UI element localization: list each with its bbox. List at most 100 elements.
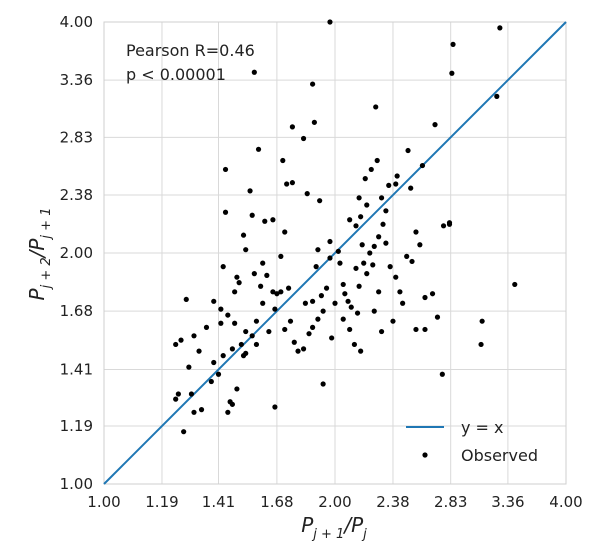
data-point <box>393 181 399 187</box>
data-point <box>417 242 423 248</box>
data-point <box>225 409 231 415</box>
data-point <box>387 264 393 270</box>
data-point <box>191 409 197 415</box>
data-point <box>289 180 295 186</box>
data-point <box>270 217 276 223</box>
plot-frame <box>103 21 567 485</box>
x-axis-label-sub1: j + 1 <box>311 527 344 542</box>
data-point <box>373 104 379 110</box>
x-axis-label: Pj + 1/Pj <box>301 513 367 542</box>
data-point <box>211 359 217 366</box>
y-tick-labels: 1.00 1.19 1.41 1.68 2.00 2.38 2.83 3.36 4.00 <box>60 13 93 493</box>
data-point <box>280 157 286 164</box>
data-point <box>348 304 354 310</box>
y-tick-label: 1.19 <box>60 417 93 435</box>
data-point <box>306 331 312 337</box>
data-point <box>173 341 179 348</box>
data-point <box>335 248 341 254</box>
data-point <box>251 271 257 277</box>
scatter-points <box>173 19 518 435</box>
data-point <box>249 212 255 218</box>
x-tick-label: 2.38 <box>376 493 409 511</box>
data-point <box>215 371 222 377</box>
data-point <box>353 223 359 229</box>
data-point <box>186 364 192 370</box>
data-point <box>354 310 361 316</box>
data-point <box>422 294 428 301</box>
data-point <box>405 147 411 154</box>
data-point <box>274 291 280 297</box>
data-point <box>393 274 399 280</box>
data-point <box>383 208 389 214</box>
x-tick-label: 1.41 <box>202 493 235 511</box>
data-point <box>370 262 376 268</box>
data-point <box>278 253 284 259</box>
legend-entry-reference: y = x <box>461 418 504 437</box>
data-point <box>249 333 255 339</box>
data-point <box>262 218 268 224</box>
data-point <box>289 124 295 130</box>
data-point <box>429 291 436 297</box>
data-point <box>243 328 249 335</box>
data-point <box>380 221 386 227</box>
data-point <box>222 209 229 215</box>
data-point <box>422 326 428 333</box>
data-point <box>218 320 224 326</box>
data-point <box>178 337 184 343</box>
data-point <box>358 348 364 354</box>
data-point <box>371 243 377 250</box>
data-point <box>260 260 266 266</box>
data-point <box>270 289 276 295</box>
reference-line-group <box>103 21 567 485</box>
data-point <box>291 339 297 345</box>
data-point <box>284 181 290 187</box>
plot-border <box>103 21 567 485</box>
data-point <box>225 312 231 318</box>
data-point <box>376 289 382 295</box>
data-point <box>266 328 272 335</box>
legend: y = x Observed <box>406 418 538 465</box>
data-point <box>264 272 270 278</box>
x-tick-label: 2.83 <box>434 493 467 511</box>
y-axis-label-main: P <box>25 287 49 300</box>
data-point <box>191 333 197 339</box>
y-tick-label: 1.68 <box>60 302 93 320</box>
data-point <box>512 281 518 288</box>
data-point <box>329 335 335 341</box>
data-point <box>446 221 453 227</box>
data-point <box>253 318 260 324</box>
data-point <box>353 265 359 271</box>
data-point <box>247 188 253 194</box>
y-axis-label-mid: /P <box>25 238 49 260</box>
data-point <box>188 391 195 397</box>
x-tick-label: 1.68 <box>260 493 293 511</box>
data-point <box>236 280 242 286</box>
data-point <box>198 407 205 413</box>
data-point <box>397 289 403 295</box>
data-point <box>234 274 240 280</box>
data-point <box>413 229 419 235</box>
data-point <box>371 308 377 314</box>
data-point <box>251 69 257 75</box>
data-point <box>243 247 249 253</box>
data-point <box>222 166 229 173</box>
x-tick-label: 1.00 <box>87 493 120 511</box>
data-point <box>173 396 179 402</box>
data-point <box>332 300 338 306</box>
reference-line-y-equals-x <box>103 21 567 485</box>
data-point <box>318 293 324 299</box>
data-point <box>362 176 368 182</box>
data-point <box>409 258 415 265</box>
pearson-annotation: Pearson R=0.46 <box>126 41 255 60</box>
data-point <box>229 346 235 352</box>
x-axis-label-sub2: j <box>361 527 367 542</box>
y-tick-label: 1.41 <box>60 360 93 378</box>
data-point <box>175 391 181 397</box>
data-point <box>300 135 307 142</box>
x-tick-label: 2.00 <box>318 493 351 511</box>
data-point <box>337 260 343 266</box>
data-point <box>310 81 316 87</box>
data-point <box>342 291 348 297</box>
